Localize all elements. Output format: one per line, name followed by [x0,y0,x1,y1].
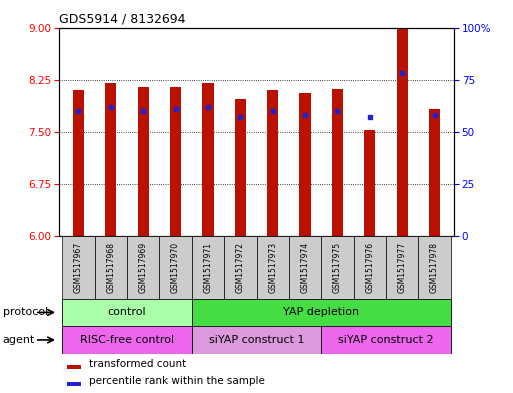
Bar [429,109,440,236]
Bar [192,236,224,299]
Text: GSM1517968: GSM1517968 [106,242,115,293]
Bar [67,365,81,369]
Bar [105,83,116,236]
Text: siYAP construct 1: siYAP construct 1 [209,335,304,345]
Bar [62,299,192,326]
Text: GSM1517976: GSM1517976 [365,242,374,293]
Text: transformed count: transformed count [89,359,186,369]
Bar [62,236,94,299]
Text: protocol: protocol [3,307,48,318]
Text: GSM1517977: GSM1517977 [398,242,407,293]
Bar [364,130,376,236]
Text: agent: agent [3,335,35,345]
Bar [386,236,419,299]
Bar [267,90,279,236]
Text: GSM1517971: GSM1517971 [204,242,212,293]
Text: GSM1517972: GSM1517972 [236,242,245,293]
Bar [234,99,246,236]
Bar [419,236,451,299]
Text: GSM1517970: GSM1517970 [171,242,180,293]
Bar [192,299,451,326]
Bar [289,236,321,299]
Text: GSM1517975: GSM1517975 [333,242,342,293]
Bar [321,326,451,354]
Text: YAP depletion: YAP depletion [283,307,359,318]
Bar [202,83,213,236]
Bar [62,326,192,354]
Text: RISC-free control: RISC-free control [80,335,174,345]
Bar [321,236,353,299]
Text: GSM1517974: GSM1517974 [301,242,309,293]
Bar [332,88,343,236]
Text: percentile rank within the sample: percentile rank within the sample [89,376,265,386]
Bar [256,236,289,299]
Text: GSM1517978: GSM1517978 [430,242,439,293]
Text: GSM1517973: GSM1517973 [268,242,277,293]
Bar [397,28,408,236]
Text: GDS5914 / 8132694: GDS5914 / 8132694 [59,13,186,26]
Bar [300,94,311,236]
Text: control: control [108,307,146,318]
Bar [353,236,386,299]
Text: GSM1517967: GSM1517967 [74,242,83,293]
Text: GSM1517969: GSM1517969 [139,242,148,293]
Bar [192,326,321,354]
Bar [94,236,127,299]
Bar [73,90,84,236]
Text: siYAP construct 2: siYAP construct 2 [338,335,434,345]
Bar [67,382,81,386]
Bar [137,86,149,236]
Bar [127,236,160,299]
Bar [170,86,181,236]
Bar [224,236,256,299]
Bar [160,236,192,299]
